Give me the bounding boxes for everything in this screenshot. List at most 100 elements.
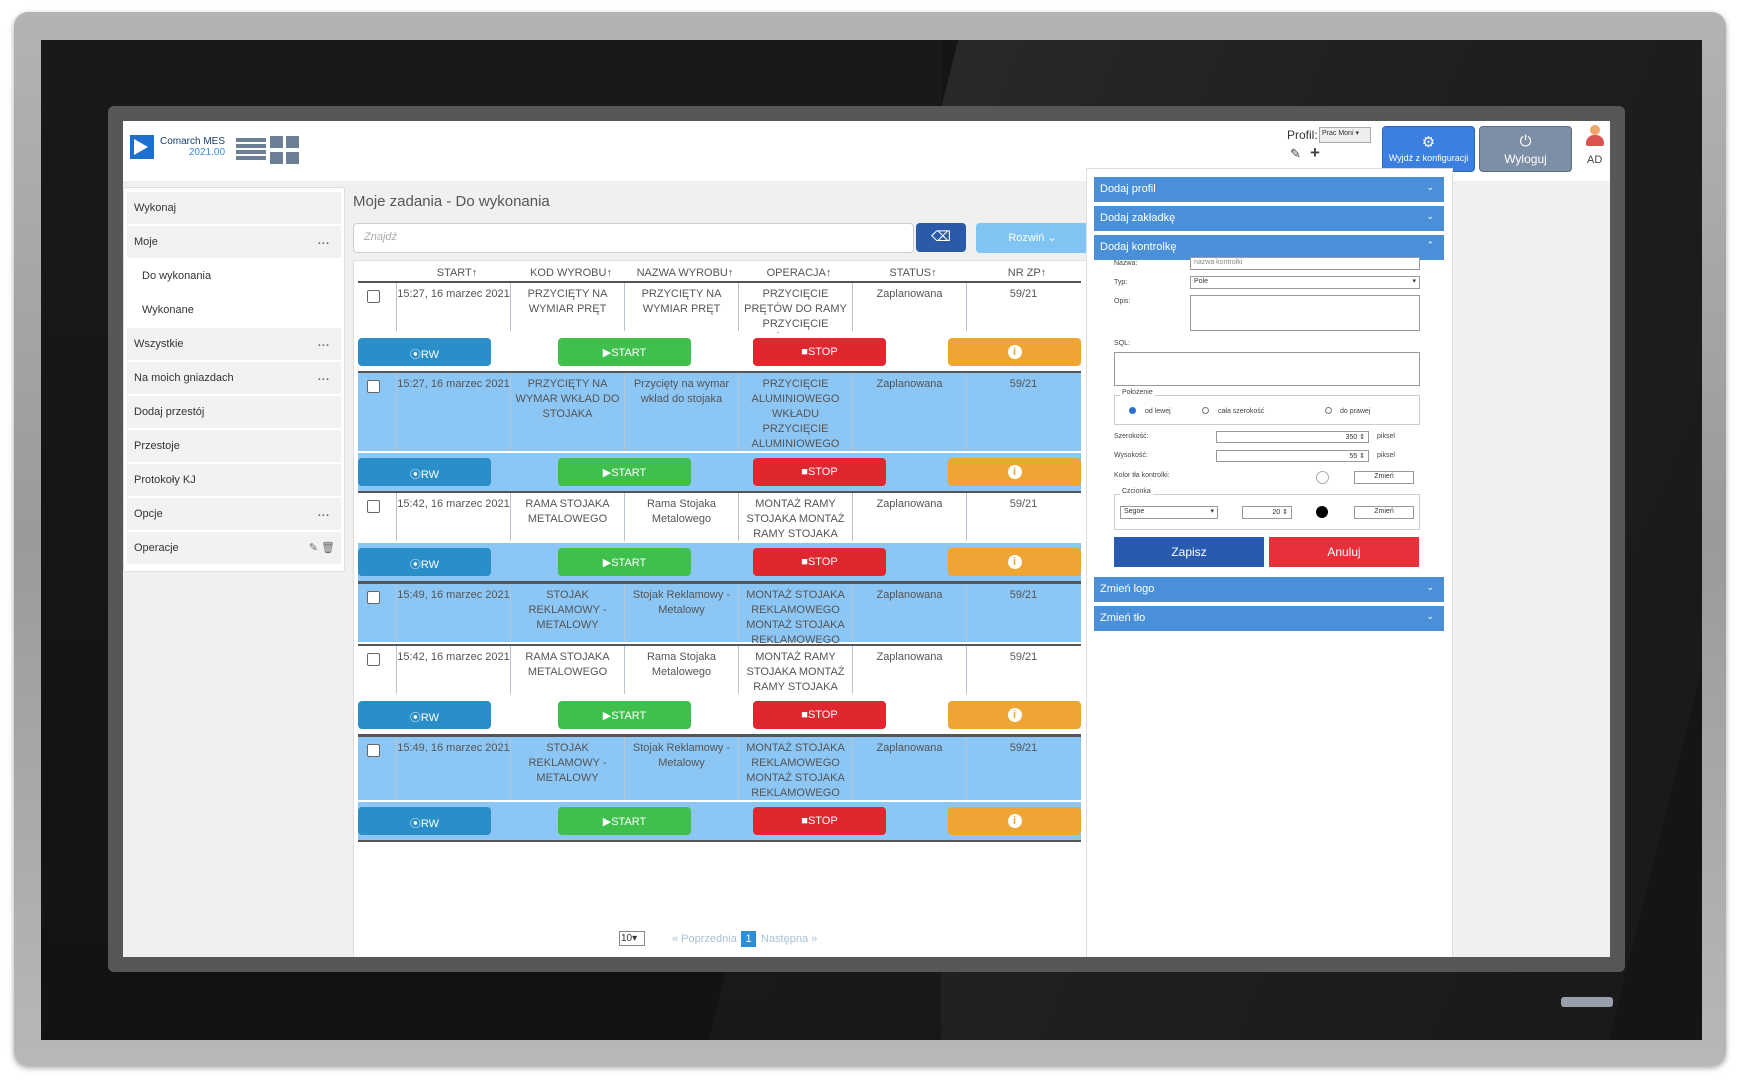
change-bg-color-button[interactable]: Zmień <box>1354 471 1414 484</box>
info-button[interactable]: i <box>948 548 1081 576</box>
font-select[interactable]: Segoe ▾ <box>1120 506 1218 519</box>
cell-start: 15:42, 16 marzec 2021 <box>396 493 510 541</box>
plus-icon[interactable]: + <box>1310 143 1320 162</box>
avatar-icon[interactable] <box>1586 125 1604 147</box>
stop-button[interactable]: ■STOP <box>753 338 886 366</box>
start-button[interactable]: ▶START <box>558 458 691 486</box>
more-icon[interactable]: ... <box>317 337 330 349</box>
column-header-nrzp[interactable]: NR ZP↑ <box>1007 267 1047 279</box>
column-header-nazwa[interactable]: NAZWA WYROBU↑ <box>636 267 734 279</box>
radio-full[interactable] <box>1202 407 1209 414</box>
sidebar-item-na-moich-gniazdach[interactable]: Na moich gniazdach... <box>127 362 341 394</box>
trash-icon[interactable]: 🗑 <box>321 542 335 554</box>
eraser-button[interactable]: ⌫ <box>916 223 966 252</box>
start-button[interactable]: ▶START <box>558 548 691 576</box>
row-checkbox[interactable] <box>367 591 380 604</box>
row-checkbox[interactable] <box>367 290 380 303</box>
sidebar-item-protokoly-kj[interactable]: Protokoły KJ <box>127 464 341 496</box>
chevron-down-icon: ⌄ <box>1426 611 1434 621</box>
row-checkbox[interactable] <box>367 500 380 513</box>
bg-color-swatch[interactable] <box>1316 471 1329 484</box>
page-number[interactable]: 1 <box>741 931 756 947</box>
height-stepper[interactable]: 55 ⇕ <box>1216 450 1369 462</box>
sidebar-item-przestoje[interactable]: Przestoje <box>127 430 341 462</box>
table-row[interactable]: 15:49, 16 marzec 2021 STOJAK REKLAMOWY - … <box>358 735 1081 800</box>
accordion-change-background[interactable]: Zmień tło ⌄ <box>1094 606 1444 631</box>
info-button[interactable]: i <box>948 701 1081 729</box>
more-icon[interactable]: ... <box>317 507 330 519</box>
rw-button[interactable]: ⦿RW <box>358 701 491 729</box>
page-size-select[interactable]: 10▾ <box>619 931 645 946</box>
name-field[interactable]: nazwa kontrolki <box>1190 257 1420 270</box>
cell-nrzp: 59/21 <box>966 646 1080 694</box>
change-font-color-button[interactable]: Zmień <box>1354 506 1414 519</box>
sidebar-item-wykonaj[interactable]: Wykonaj <box>127 192 341 224</box>
info-button[interactable]: i <box>948 458 1081 486</box>
sidebar-item-dodaj-przestoj[interactable]: Dodaj przestój <box>127 396 341 428</box>
stop-button[interactable]: ■STOP <box>753 701 886 729</box>
description-field[interactable] <box>1190 295 1420 331</box>
more-icon[interactable]: ... <box>317 235 330 247</box>
table-row[interactable]: 15:27, 16 marzec 2021 PRZYCIĘTY NA WYMIAR… <box>358 281 1081 345</box>
width-stepper[interactable]: 350 ⇕ <box>1216 431 1369 443</box>
sidebar-item-opcje[interactable]: Opcje... <box>127 498 341 530</box>
column-header-status[interactable]: STATUS↑ <box>889 267 937 279</box>
radio-right[interactable] <box>1325 407 1332 414</box>
stop-icon: ■ <box>801 466 808 478</box>
start-button[interactable]: ▶START <box>558 338 691 366</box>
pencil-icon[interactable]: ✎ <box>1290 146 1301 161</box>
info-icon: i <box>1007 465 1022 479</box>
tile-view-icon[interactable] <box>270 136 299 164</box>
radio-left[interactable] <box>1129 407 1136 414</box>
accordion-change-logo[interactable]: Zmień logo ⌄ <box>1094 577 1444 602</box>
stop-button[interactable]: ■STOP <box>753 548 886 576</box>
stop-button[interactable]: ■STOP <box>753 807 886 835</box>
sidebar-item-moje[interactable]: Moje... <box>127 226 341 258</box>
table-row[interactable]: 15:27, 16 marzec 2021 PRZYCIĘTY NA WYMAR … <box>358 371 1081 465</box>
info-button[interactable]: i <box>948 807 1081 835</box>
info-icon: i <box>1007 345 1022 359</box>
table-row[interactable]: 15:49, 16 marzec 2021 STOJAK REKLAMOWY - … <box>358 582 1081 646</box>
more-icon[interactable]: ... <box>317 371 330 383</box>
next-page-link[interactable]: Następna » <box>761 933 818 945</box>
accordion-add-tab[interactable]: Dodaj zakładkę ⌄ <box>1094 206 1444 231</box>
type-select[interactable]: Pole ▾ <box>1190 276 1420 289</box>
sidebar-item-operacje[interactable]: Operacje ✎ 🗑 <box>127 532 341 564</box>
sidebar-item-wszystkie[interactable]: Wszystkie... <box>127 328 341 360</box>
rw-button[interactable]: ⦿RW <box>358 338 491 366</box>
prev-page-link[interactable]: « Poprzednia <box>672 933 737 945</box>
column-header-start[interactable]: START↑ <box>436 267 478 279</box>
row-checkbox[interactable] <box>367 744 380 757</box>
font-size-stepper[interactable]: 20 ⇕ <box>1242 506 1292 519</box>
start-button[interactable]: ▶START <box>558 701 691 729</box>
cancel-button[interactable]: Anuluj <box>1269 537 1419 567</box>
column-header-operacja[interactable]: OPERACJA↑ <box>766 267 832 279</box>
rw-button[interactable]: ⦿RW <box>358 548 491 576</box>
logout-button[interactable]: ⏻ Wyloguj <box>1479 126 1572 172</box>
stop-button[interactable]: ■STOP <box>753 458 886 486</box>
search-input[interactable]: Znajdź <box>353 223 914 253</box>
accordion-add-control[interactable]: Dodaj kontrolkę ⌃ <box>1094 235 1444 260</box>
row-checkbox[interactable] <box>367 380 380 393</box>
start-button[interactable]: ▶START <box>558 807 691 835</box>
pencil-icon[interactable]: ✎ <box>308 542 318 554</box>
profile-label: Profil: <box>1287 128 1318 142</box>
info-button[interactable]: i <box>948 338 1081 366</box>
font-color-swatch[interactable] <box>1316 506 1328 518</box>
rw-button[interactable]: ⦿RW <box>358 458 491 486</box>
cell-kod: RAMA STOJAKA METALOWEGO <box>510 646 624 694</box>
sidebar-item-do-wykonania[interactable]: Do wykonania <box>127 260 341 292</box>
expand-button[interactable]: Rozwiń ⌄ <box>976 223 1089 253</box>
profile-select[interactable]: Prac Moni ▾ <box>1319 127 1371 143</box>
sidebar-item-wykonane[interactable]: Wykonane <box>127 294 341 326</box>
table-row[interactable]: 15:42, 16 marzec 2021 RAMA STOJAKA METALO… <box>358 644 1081 694</box>
column-header-kod[interactable]: KOD WYROBU↑ <box>530 267 612 279</box>
exit-config-button[interactable]: ⚙ Wyjdź z konfiguracji <box>1382 126 1475 172</box>
table-row[interactable]: 15:42, 16 marzec 2021 RAMA STOJAKA METALO… <box>358 491 1081 541</box>
accordion-add-profile[interactable]: Dodaj profil ⌄ <box>1094 177 1444 202</box>
rw-button[interactable]: ⦿RW <box>358 807 491 835</box>
row-checkbox[interactable] <box>367 653 380 666</box>
save-button[interactable]: Zapisz <box>1114 537 1264 567</box>
list-view-icon[interactable] <box>236 136 266 162</box>
sql-field[interactable] <box>1114 352 1420 386</box>
